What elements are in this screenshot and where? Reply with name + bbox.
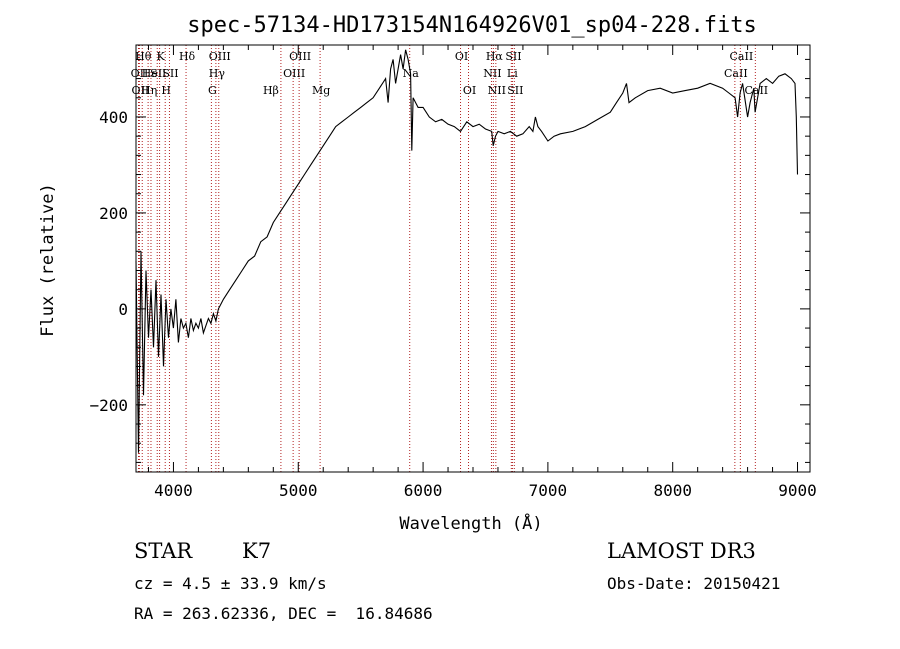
x-tick-label: 7000 [529, 481, 568, 500]
line-label: OIII [209, 50, 231, 63]
redshift-text: cz = 4.5 ± 33.9 km/s [134, 574, 327, 593]
x-tick-label: 4000 [154, 481, 193, 500]
line-label: H [161, 84, 171, 97]
y-axis-label: Flux (relative) [38, 183, 58, 337]
spectral-line-markers: OIIOIIHθHηHeISIIKHSIIHδGHγOIIIHβOIIIOIII… [131, 45, 768, 472]
line-label: Hα [486, 50, 504, 63]
line-label: Hθ [135, 50, 152, 63]
line-label: Hγ [209, 67, 226, 80]
survey-name: LAMOST DR3 [607, 539, 756, 563]
line-label: SII [150, 67, 166, 80]
line-label: OI [463, 84, 476, 97]
y-tick-label: −200 [89, 396, 128, 415]
line-label: Hδ [179, 50, 196, 63]
line-label: OI [455, 50, 468, 63]
line-label: SII [505, 50, 521, 63]
spectrum-line [135, 49, 799, 453]
line-label: K [156, 50, 165, 63]
line-label: CaII [744, 84, 768, 97]
y-tick-label: 200 [99, 204, 128, 223]
x-tick-label: 9000 [778, 481, 817, 500]
x-tick-label: 5000 [279, 481, 318, 500]
line-label: OIII [289, 50, 311, 63]
y-tick-label: 0 [118, 300, 128, 319]
line-label: NII [488, 84, 506, 97]
object-subclass: K7 [242, 539, 272, 563]
obs-date: Obs-Date: 20150421 [607, 574, 781, 593]
x-axis-label: Wavelength (Å) [399, 512, 542, 534]
chart-title: spec-57134-HD173154N164926V01_sp04-228.f… [187, 13, 757, 38]
x-tick-label: 6000 [404, 481, 443, 500]
line-label: Li [507, 67, 518, 80]
line-label: HeI [142, 67, 162, 80]
plot-frame [135, 44, 811, 473]
line-label: SII [162, 67, 178, 80]
line-label: NII [483, 67, 501, 80]
line-label: Mg [312, 84, 330, 97]
line-label: OIII [283, 67, 305, 80]
coordinates-text: RA = 263.62336, DEC = 16.84686 [134, 604, 433, 623]
line-label: G [208, 84, 217, 97]
line-label: CaII [730, 50, 754, 63]
line-label: OII [131, 67, 149, 80]
line-label: Hη [141, 84, 157, 97]
line-label: Hβ [263, 84, 279, 97]
spectrum-series [135, 49, 799, 453]
y-tick-label: 400 [99, 108, 128, 127]
x-tick-label: 8000 [653, 481, 692, 500]
object-type: STAR [134, 539, 193, 563]
axes: 4000 5000 6000 7000 8000 9000 −200 0 200 400 [89, 44, 817, 500]
line-label: SII [507, 84, 523, 97]
line-label: CaII [724, 67, 748, 80]
